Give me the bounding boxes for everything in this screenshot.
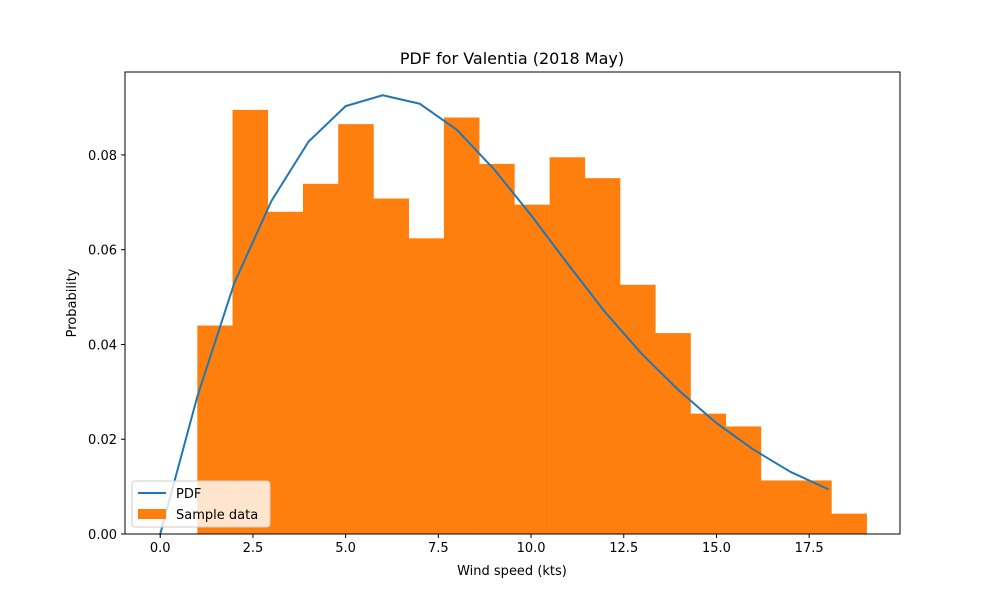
plot-frame [124, 71, 901, 535]
chart-title: PDF for Valentia (2018 May) [400, 49, 624, 68]
y-axis-ticks: 0.00 0.02 0.04 0.06 0.08 [88, 149, 125, 543]
legend: PDF Sample data [131, 480, 271, 528]
histogram-bar [655, 333, 691, 534]
x-tick-label: 17.5 [795, 541, 824, 556]
histogram-bar [620, 284, 656, 534]
x-tick-label: 15.0 [702, 541, 731, 556]
histogram-bar [338, 124, 374, 534]
legend-label-pdf: PDF [176, 487, 201, 502]
x-axis-label: Wind speed (kts) [457, 564, 567, 579]
y-tick-label: 0.00 [88, 528, 117, 543]
histogram-bar [479, 163, 515, 534]
histogram-bar [549, 157, 586, 535]
histogram-bar [267, 211, 304, 535]
x-tick-label: 2.5 [243, 541, 264, 556]
y-tick-label: 0.06 [88, 244, 117, 259]
histogram-bar [443, 117, 480, 534]
histogram-bar [373, 198, 409, 535]
histogram-bar [760, 480, 797, 534]
histogram-bar [408, 238, 445, 534]
histogram-bar [232, 109, 269, 535]
histogram-bar [302, 183, 339, 534]
histogram-bar [584, 178, 621, 534]
x-tick-label: 10.0 [517, 541, 546, 556]
histogram-bar [725, 426, 762, 534]
y-tick-label: 0.02 [88, 433, 117, 448]
x-tick-label: 12.5 [609, 541, 638, 556]
histogram-bar [514, 204, 550, 534]
pdf-line-layer [159, 94, 830, 536]
legend-box [131, 480, 271, 528]
histogram-bar [831, 513, 867, 534]
histogram-bar [690, 413, 727, 534]
x-tick-label: 7.5 [428, 541, 449, 556]
x-tick-label: 5.0 [335, 541, 356, 556]
y-tick-label: 0.04 [88, 338, 117, 353]
legend-swatch-sample-data [138, 509, 166, 519]
pdf-line [159, 94, 830, 536]
legend-label-sample-data: Sample data [176, 508, 258, 523]
x-tick-label: 0.0 [150, 541, 171, 556]
y-tick-label: 0.08 [88, 149, 117, 164]
histogram-bars [197, 109, 867, 535]
y-axis-label: Probability [65, 268, 80, 337]
histogram-bar [796, 480, 832, 534]
x-axis-ticks: 0.0 2.5 5.0 7.5 10.0 12.5 15.0 17.5 [150, 534, 824, 556]
